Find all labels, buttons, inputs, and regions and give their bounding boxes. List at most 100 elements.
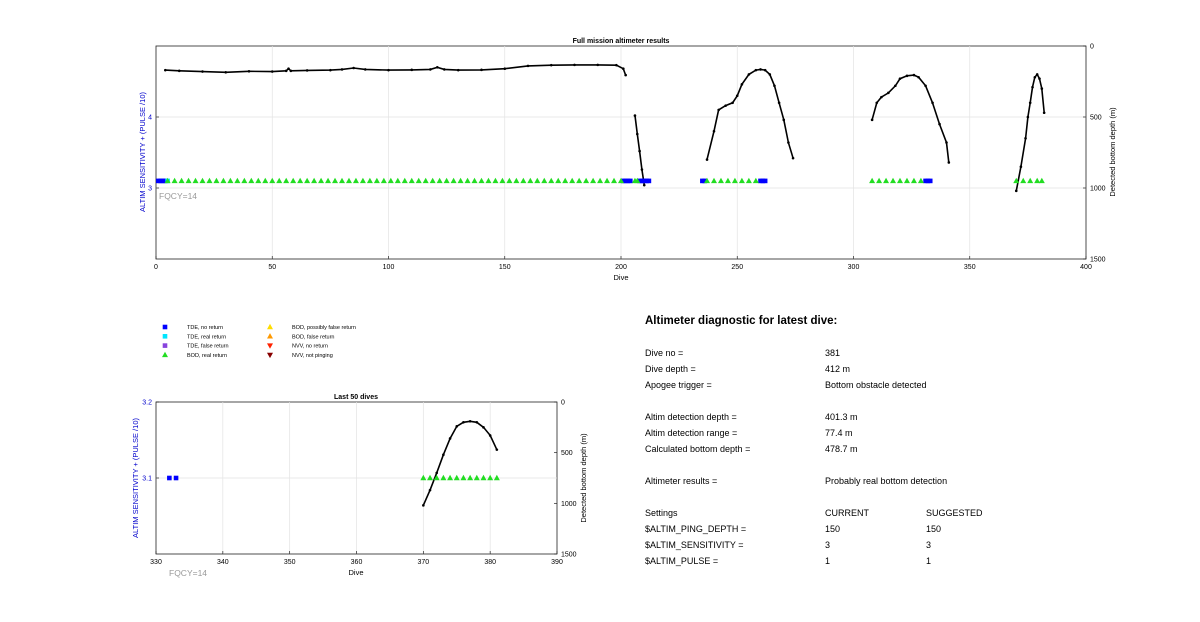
- bod-real-return-marker: [440, 474, 447, 481]
- bod-real-return-marker: [513, 177, 520, 184]
- x-tick-label: 350: [964, 264, 976, 271]
- bottom-depth-point: [270, 70, 274, 73]
- bottom-depth-point: [945, 141, 948, 144]
- bottom-depth-point: [247, 69, 251, 73]
- pulse-label: $ALTIM_PULSE =: [645, 556, 719, 566]
- bod-real-return-marker: [480, 474, 487, 481]
- altim-range-value: 77.4 m: [825, 428, 853, 438]
- ping-depth-current: 150: [825, 524, 841, 534]
- bod-real-return-marker: [262, 177, 269, 184]
- bod-real-return-marker: [493, 474, 500, 481]
- y-left-tick-label: 3.1: [142, 476, 152, 483]
- bod-real-return-marker: [473, 474, 480, 481]
- legend-square-icon: [162, 324, 168, 330]
- bottom-depth-point: [448, 437, 452, 440]
- bod-real-return-marker: [241, 177, 248, 184]
- bod-real-return-marker: [422, 177, 429, 184]
- altim-range-row: Altim detection range = 77.4 m: [645, 428, 1065, 442]
- bod-real-return-marker: [453, 474, 460, 481]
- tde-no-return-marker: [639, 178, 645, 184]
- bod-real-return-marker: [460, 474, 467, 481]
- x-tick-label: 330: [150, 559, 162, 566]
- dive-depth-value: 412 m: [825, 364, 851, 374]
- bottom-depth-point: [717, 108, 720, 112]
- bottom-depth-point: [615, 63, 618, 67]
- top-chart-title: Full mission altimeter results: [573, 38, 670, 45]
- y-left-tick-label: 3: [148, 186, 152, 193]
- bottom-depth-point: [624, 73, 627, 77]
- dive-no-row: Dive no = 381: [645, 348, 1065, 362]
- legend-label: NVV, not pinging: [292, 353, 333, 359]
- bod-real-return-marker: [1020, 177, 1027, 184]
- bod-real-return-marker: [255, 177, 262, 184]
- x-tick-label: 390: [551, 559, 563, 566]
- bod-real-return-marker: [457, 177, 464, 184]
- bod-real-return-marker: [380, 177, 387, 184]
- bottom-depth-point: [442, 453, 445, 456]
- bod-real-return-marker: [199, 177, 206, 184]
- tde-no-return-marker: [762, 178, 768, 184]
- bottom-depth-point: [735, 94, 739, 97]
- bottom-depth-point: [1040, 87, 1044, 90]
- bottom-depth-point: [1014, 189, 1018, 193]
- bottom-depth-point: [1026, 115, 1030, 119]
- bottom-depth-point: [468, 419, 472, 423]
- bottom-depth-point: [759, 68, 762, 71]
- bod-real-return-marker: [534, 177, 541, 184]
- tde-no-return-marker: [927, 178, 933, 184]
- apogee-trigger-value: Bottom obstacle detected: [825, 380, 927, 390]
- bottom-depth-point: [917, 75, 920, 79]
- apogee-trigger-label: Apogee trigger =: [645, 380, 712, 390]
- bod-real-return-marker: [394, 177, 401, 184]
- bottom-depth-point: [573, 63, 576, 67]
- bod-real-return-marker: [164, 177, 171, 184]
- tde-no-return-marker: [167, 475, 172, 481]
- bottom-depth-point: [287, 67, 290, 71]
- x-tick-label: 370: [417, 559, 429, 566]
- tde-no-return-marker: [163, 178, 168, 184]
- tde-no-return-marker: [621, 178, 626, 184]
- bod-real-return-marker: [485, 177, 492, 184]
- tde-no-return-marker: [644, 178, 649, 184]
- bod-real-return-marker: [583, 177, 590, 184]
- x-tick-label: 200: [615, 264, 627, 271]
- bod-real-return-marker: [738, 177, 745, 184]
- bottom-depth-point: [712, 129, 716, 133]
- bod-real-return-marker: [269, 177, 276, 184]
- bottom-depth-point: [305, 69, 309, 72]
- tde-no-return-marker: [637, 178, 642, 184]
- bottom-depth-point: [329, 68, 332, 72]
- bod-real-return-marker: [634, 177, 641, 184]
- bottom-depth-point: [436, 66, 439, 69]
- bod-real-return-marker: [471, 177, 478, 184]
- bod-real-return-marker: [433, 474, 440, 481]
- bod-real-return-marker: [220, 177, 227, 184]
- bod-real-return-marker: [1027, 177, 1034, 184]
- bod-real-return-marker: [487, 474, 494, 481]
- dive-depth-label: Dive depth =: [645, 364, 696, 374]
- bottom-depth-point: [387, 68, 390, 72]
- bottom-depth-point: [731, 101, 734, 105]
- bod-real-return-marker: [731, 177, 738, 184]
- legend-label: BOD, real return: [187, 353, 227, 359]
- top-y-label-right: Detected bottom depth (m): [1108, 107, 1117, 197]
- bod-real-return-marker: [352, 177, 359, 184]
- bottom-depth-point: [705, 158, 709, 161]
- top-markers: [156, 177, 1045, 184]
- bod-real-return-marker: [492, 177, 499, 184]
- bod-real-return-marker: [520, 177, 527, 184]
- bottom-depth-point: [1038, 77, 1041, 80]
- legend: TDE, no return TDE, real return TDE, false…: [162, 323, 356, 359]
- bod-real-return-marker: [1034, 177, 1041, 184]
- suggested-header: SUGGESTED: [926, 508, 983, 518]
- bottom-depth-point: [912, 73, 916, 77]
- bod-real-return-marker: [910, 177, 917, 184]
- bottom-depth-point: [1024, 137, 1027, 140]
- y-right-tick-label: 0: [561, 400, 565, 407]
- bottom-depth-point: [931, 101, 934, 105]
- bottom-depth-point: [740, 83, 744, 86]
- top-fqcy-annotation: FQCY=14: [159, 191, 197, 201]
- bod-real-return-marker: [499, 177, 506, 184]
- bod-real-return-marker: [464, 177, 471, 184]
